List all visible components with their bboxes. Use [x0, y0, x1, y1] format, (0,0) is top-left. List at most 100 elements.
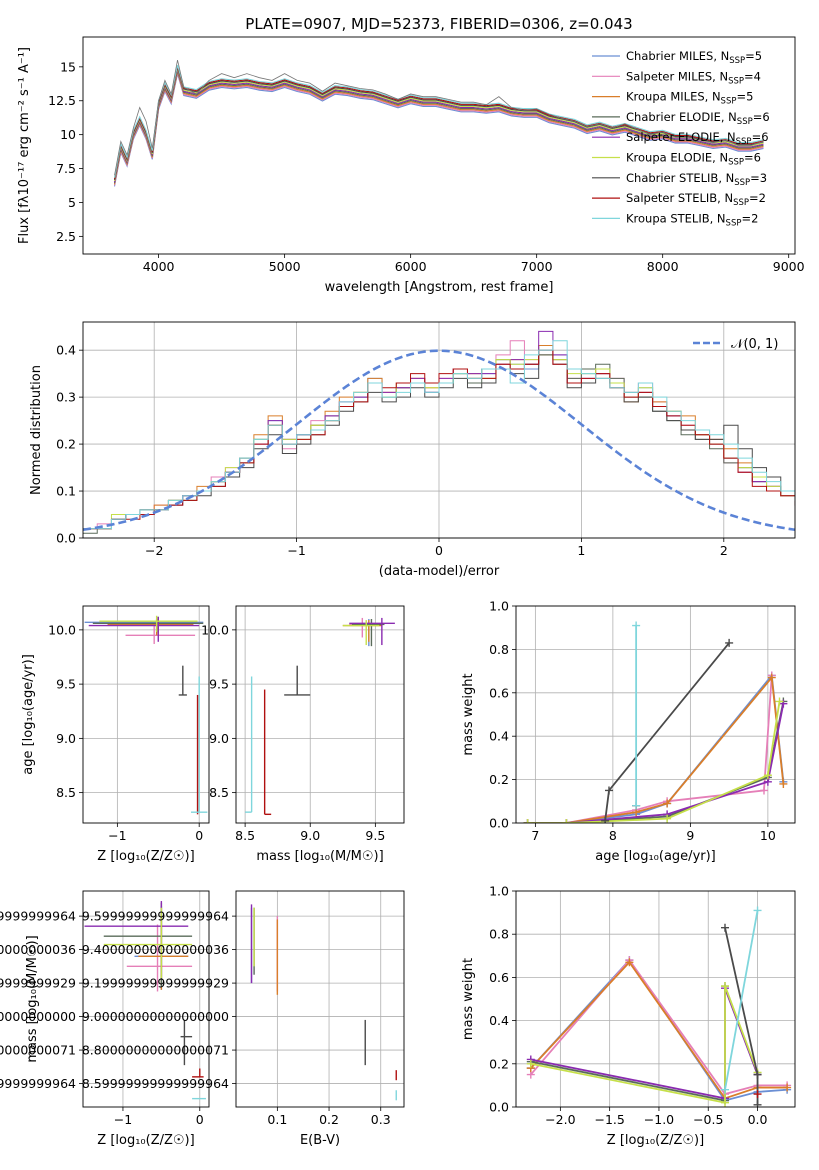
legend-label-sub: SSP [736, 137, 752, 147]
legend-label-main: Kroupa ELODIE, N [626, 151, 728, 165]
mass-weight-marker [663, 814, 672, 823]
y-tick-label: 9.59999999999999964 [0, 909, 76, 924]
plot-area [84, 615, 208, 815]
plot-panel-4: 8.5 9.0 9.5 8.5 9.0 9.5 10.0 mass [log₁₀(M/M☉)] [201, 605, 405, 864]
y-tick-label: 0.4 [56, 343, 76, 358]
chart-title: PLATE=0907, MJD=52373, FIBERID=0306, z=0… [245, 15, 632, 33]
y-tick-label: 9.59999999999999964 [82, 909, 229, 924]
mass-weight-marker [663, 799, 672, 808]
plot-panel-1: 4000 5000 6000 7000 8000 9000 2.5 5 7.5 10 12.5 15 w… [17, 15, 805, 295]
x-tick-label: 0 [195, 828, 203, 843]
legend-label: Kroupa ELODIE, NSSP=6 [626, 151, 761, 168]
x-tick-label: 1 [577, 543, 585, 558]
legend-label: Salpeter ELODIE, NSSP=6 [626, 130, 769, 147]
y-tick-label: 10.0 [201, 622, 229, 637]
x-tick-label: 9000 [773, 259, 805, 274]
y-tick-label: 10.0 [48, 622, 76, 637]
errorbar-point [342, 620, 380, 646]
mass-weight-marker [725, 638, 734, 647]
mass-weight-line [527, 675, 785, 823]
x-tick-label: 8 [609, 828, 617, 843]
legend-label-suffix: =2 [749, 191, 766, 205]
x-tick-label: 9.0 [300, 828, 320, 843]
normal-distribution-curve [83, 349, 795, 532]
axes-frame [82, 36, 796, 255]
y-tick-label: 8.59999999999999964 [82, 1076, 229, 1091]
plot-area [113, 59, 764, 187]
legend-label-suffix: =2 [741, 211, 758, 225]
axes-frame [235, 890, 405, 1108]
errorbar-point [99, 615, 198, 633]
mass-weight-marker [721, 1085, 730, 1094]
legend-label-main: Kroupa MILES, N [626, 90, 721, 104]
mass-weight-marker [783, 1083, 792, 1092]
x-tick-label: 9 [686, 828, 694, 843]
legend-label-suffix: =5 [745, 49, 762, 63]
legend-label: Salpeter STELIB, NSSP=2 [626, 191, 766, 208]
x-tick-label: −2.0 [545, 1112, 575, 1127]
legend-label-sub: SSP [737, 117, 753, 127]
legend-label-sub: SSP [726, 218, 742, 228]
x-axis-label: Z [log₁₀(Z/Z☉)] [97, 849, 194, 864]
mass-weight-marker [526, 1059, 535, 1068]
mass-weight-marker [721, 923, 730, 932]
axes-frame [515, 890, 796, 1108]
histogram-step [83, 340, 795, 530]
plot-area [526, 906, 792, 1107]
y-tick-label: 9.00000000000000000 [82, 1009, 229, 1024]
legend-label-sub: SSP [733, 198, 749, 208]
x-axis-label: wavelength [Angstrom, rest frame] [325, 280, 554, 295]
legend-label-sub: SSP [721, 97, 737, 107]
errorbar-point [263, 689, 272, 816]
y-tick-label: 0.8 [489, 927, 509, 942]
y-axis-label: Normed distribution [29, 365, 44, 495]
mass-weight-marker [625, 958, 634, 967]
x-tick-label: 8000 [647, 259, 679, 274]
x-tick-label: −1 [108, 828, 126, 843]
plot-area [84, 901, 206, 1100]
mass-weight-marker [779, 779, 788, 788]
plot-panel-3: −1 0 8.5 9.0 9.5 10.0 Z [log₁₀(Z/Z☉)] age [log₁… [21, 605, 210, 864]
y-tick-label: 9.00000000000000000 [0, 1009, 76, 1024]
x-axis-label: age [log₁₀(age/yr)] [595, 849, 716, 864]
y-tick-label: 0.2 [489, 772, 509, 787]
legend-label-suffix: =5 [736, 90, 753, 104]
legend-label-main: Chabrier STELIB, N [626, 171, 734, 185]
y-tick-label: 12.5 [48, 93, 76, 108]
y-tick-label: 0.4 [489, 729, 509, 744]
mass-weight-marker [763, 771, 772, 780]
mass-weight-marker [562, 819, 571, 823]
x-tick-label: 9.5 [365, 828, 385, 843]
y-tick-label: 9.0 [209, 731, 229, 746]
legend-label: 𝒩(0, 1) [731, 337, 778, 352]
y-tick-label: 9.40000000000000036 [82, 942, 229, 957]
errorbar-point [192, 1068, 204, 1078]
y-tick-label: 1.0 [489, 884, 509, 899]
errorbar-point [284, 665, 311, 696]
x-tick-label: 4000 [143, 259, 175, 274]
legend-label-suffix: =3 [750, 171, 767, 185]
y-tick-label: 5 [68, 195, 76, 210]
y-tick-label: 0.0 [489, 1100, 509, 1115]
y-tick-label: 8.80000000000000071 [0, 1043, 76, 1058]
plot-panel-2: −2 −1 0 1 2 0.0 0.1 0.2 0.3 0.4 (data-model)/error… [29, 321, 796, 579]
legend-label-sub: SSP [729, 56, 745, 66]
y-axis-label: age [log₁₀(age/yr)] [21, 654, 36, 775]
errorbar-point [349, 617, 395, 646]
axes-frame [82, 605, 210, 824]
x-axis-label: mass [log₁₀(M/M☉)] [256, 849, 383, 864]
legend-label-suffix: =4 [744, 69, 761, 83]
legend-label-suffix: =6 [744, 151, 761, 165]
mass-weight-marker [721, 982, 730, 991]
y-tick-label: 8.5 [209, 785, 229, 800]
legend-label-sub: SSP [734, 178, 750, 188]
mass-weight-marker [753, 1070, 762, 1079]
mass-weight-marker [523, 819, 532, 823]
plot-panel-8: −2.0 −1.5 −1.0 −0.5 0.0 0.0 0.2 0.4 0.6 0.8 1.0 Z [… [461, 884, 796, 1148]
x-tick-label: 0.0 [748, 1112, 768, 1127]
y-tick-label: 9.0 [56, 731, 76, 746]
mass-weight-line [530, 985, 759, 1104]
legend-label-main: Chabrier MILES, N [626, 49, 729, 63]
y-tick-label: 0.6 [489, 970, 509, 985]
